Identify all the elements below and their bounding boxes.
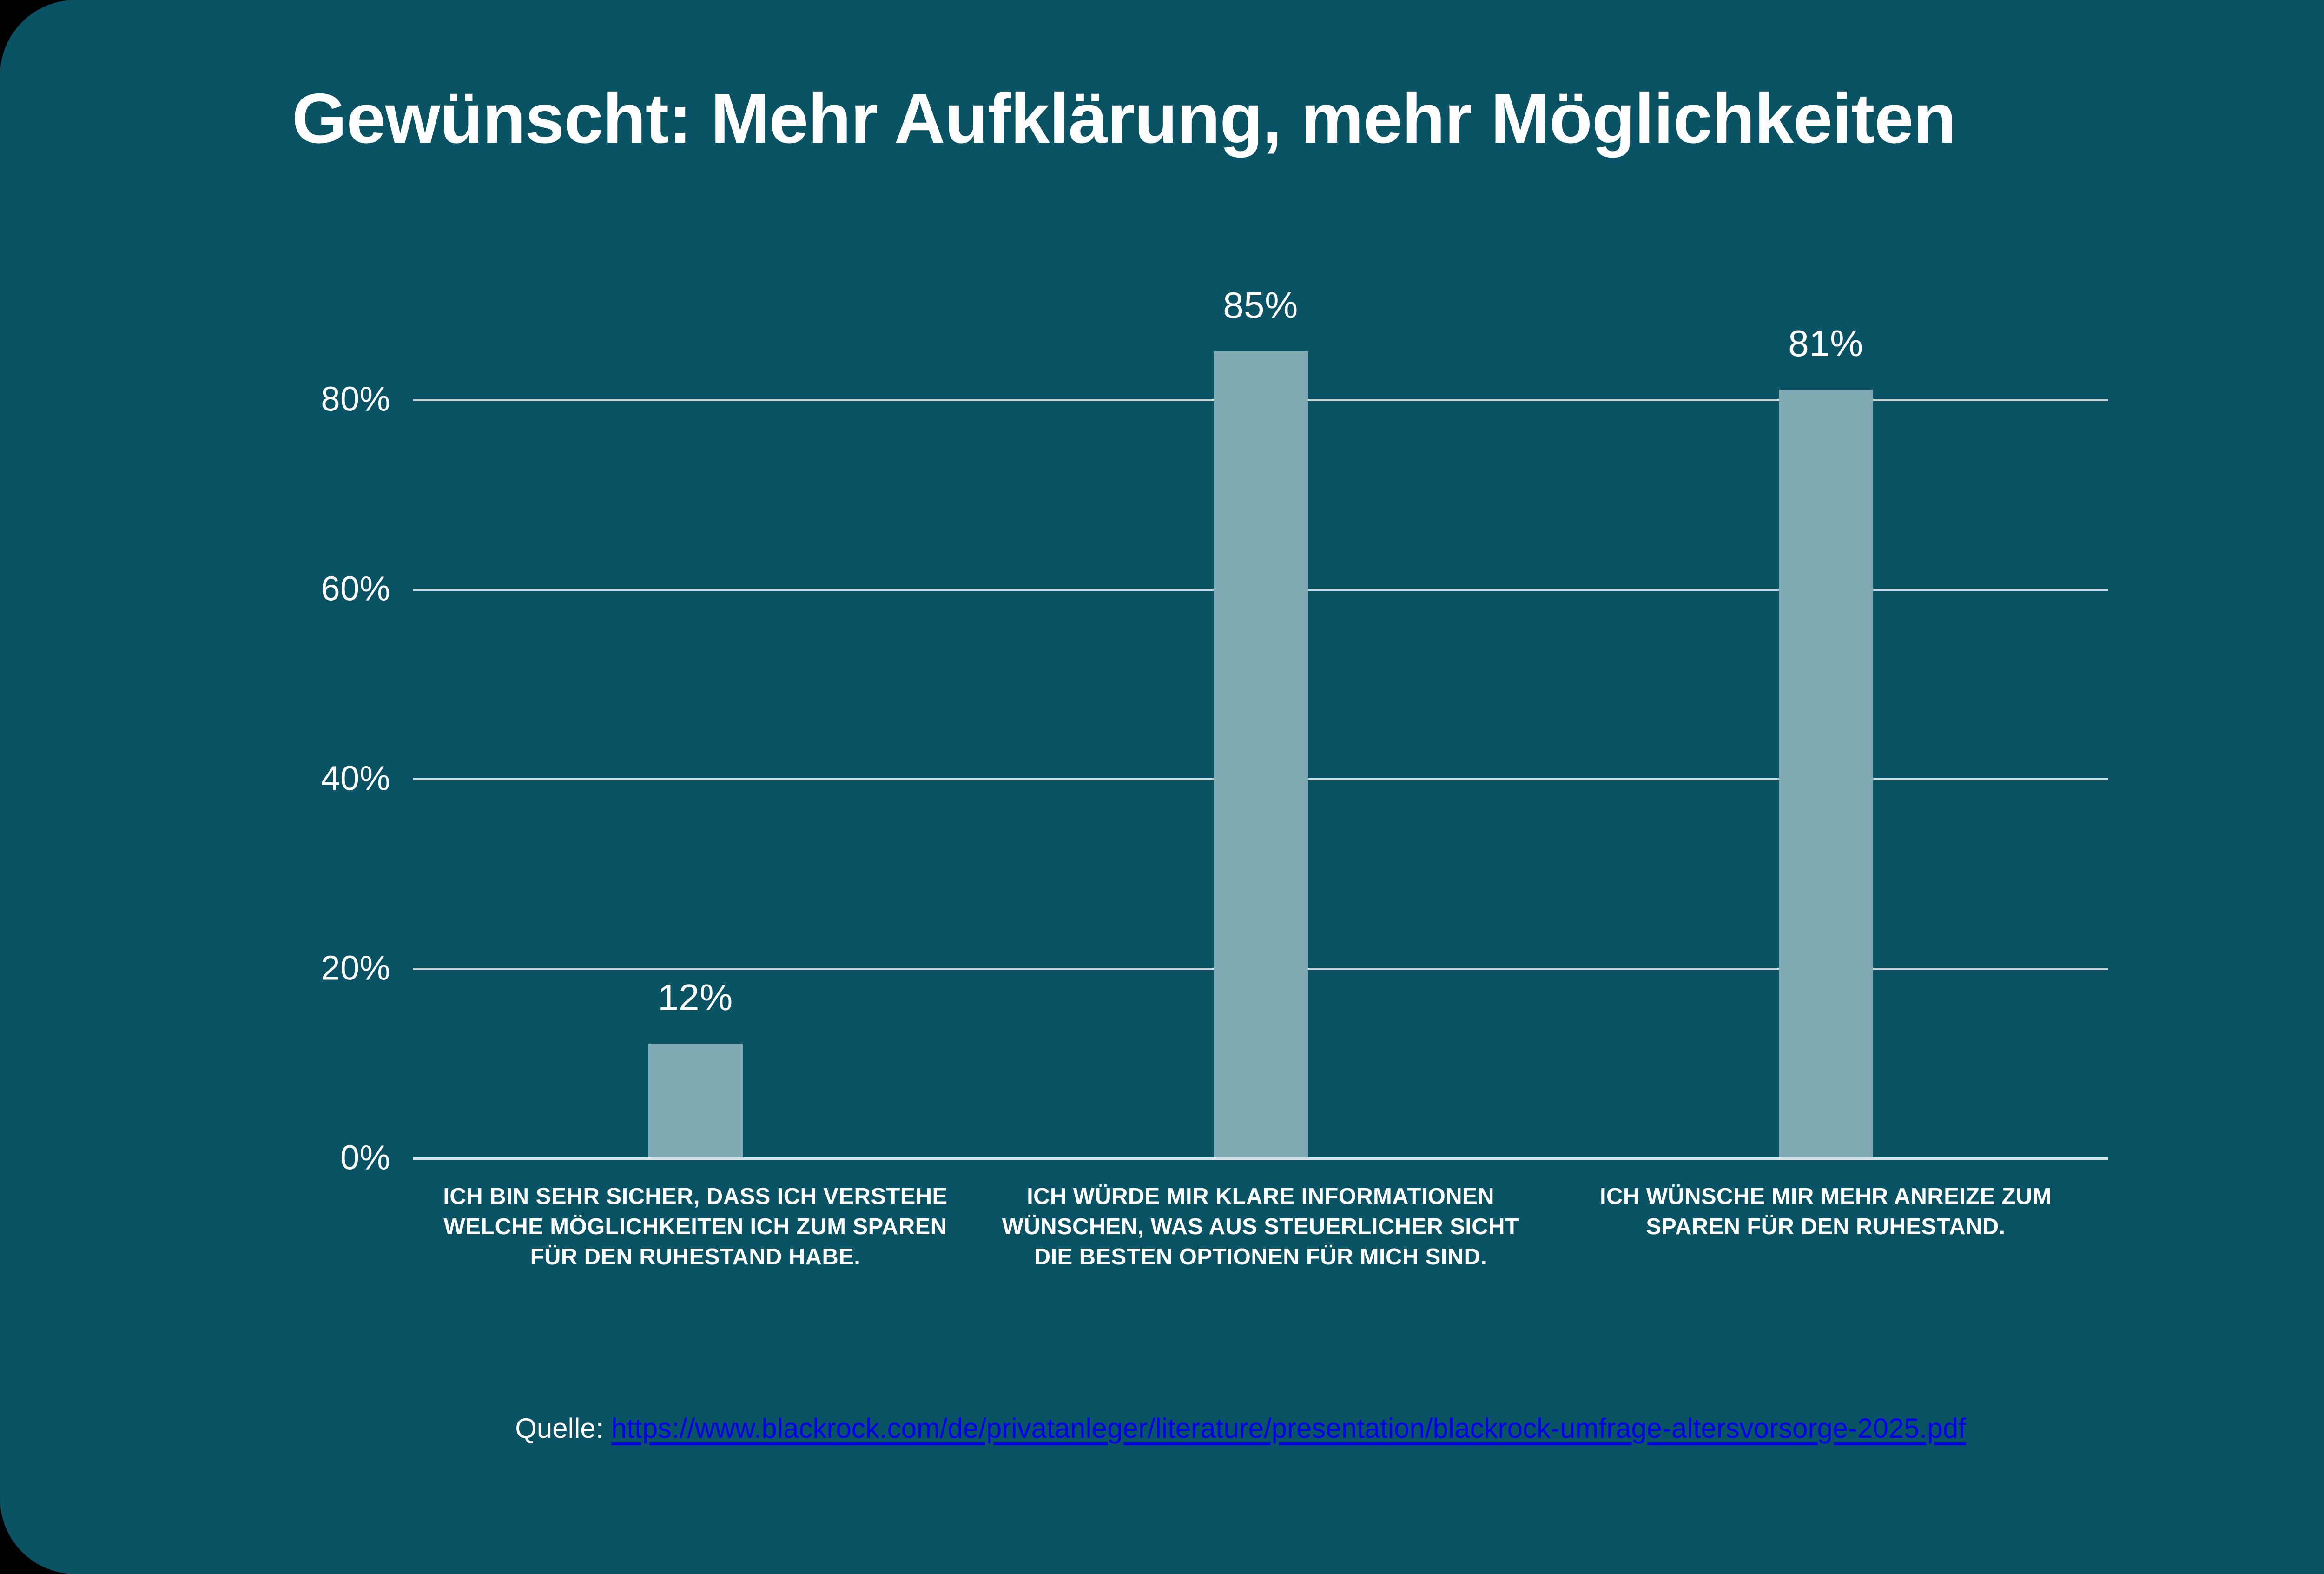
x-axis-label-line: ICH BIN SEHR SICHER, DASS ICH VERSTEHE [443,1184,948,1209]
bar[interactable] [1213,351,1308,1157]
x-axis-category-label: ICH BIN SEHR SICHER, DASS ICH VERSTEHE WE… [409,1182,981,1272]
plot-area [413,351,2108,1160]
source-prefix: Quelle: [515,1413,612,1444]
x-axis-category-label: ICH WÜNSCHE MIR MEHR ANREIZE ZUM SPAREN F… [1540,1182,2112,1242]
page-title: Gewünscht: Mehr Aufklärung, mehr Möglich… [292,79,1956,158]
y-axis-tick-label: 40% [321,759,390,798]
x-axis-label-line: SPAREN FÜR DEN RUHESTAND. [1646,1214,2006,1240]
y-axis-tick-label: 80% [321,379,390,418]
bar-value-label: 81% [1788,322,1863,364]
bar[interactable] [648,1044,743,1157]
bar[interactable] [1778,389,1873,1157]
source-link[interactable]: https://www.blackrock.com/de/privatanleg… [611,1413,1966,1444]
y-axis-tick-label: 0% [340,1138,390,1177]
x-axis-label-line: ICH WÜNSCHE MIR MEHR ANREIZE ZUM [1600,1184,2052,1209]
y-axis-tick-label: 60% [321,569,390,608]
x-axis-label-line: ICH WÜRDE MIR KLARE INFORMATIONEN [1027,1184,1494,1209]
x-axis-label-line: DIE BESTEN OPTIONEN FÜR MICH SIND. [1034,1244,1487,1270]
axis-baseline [413,1157,2108,1160]
x-axis-category-label: ICH WÜRDE MIR KLARE INFORMATIONEN WÜNSCHE… [975,1182,1546,1272]
x-axis-label-line: WÜNSCHEN, WAS AUS STEUERLICHER SICHT [1002,1214,1519,1240]
x-axis-label-line: WELCHE MÖGLICHKEITEN ICH ZUM SPAREN [443,1214,947,1240]
y-axis-tick-label: 20% [321,948,390,987]
bar-value-label: 85% [1223,284,1298,326]
bar-value-label: 12% [658,977,733,1018]
x-axis-label-line: FÜR DEN RUHESTAND HABE. [530,1244,861,1270]
source-citation: Quelle: https://www.blackrock.com/de/pri… [427,1409,2054,1448]
